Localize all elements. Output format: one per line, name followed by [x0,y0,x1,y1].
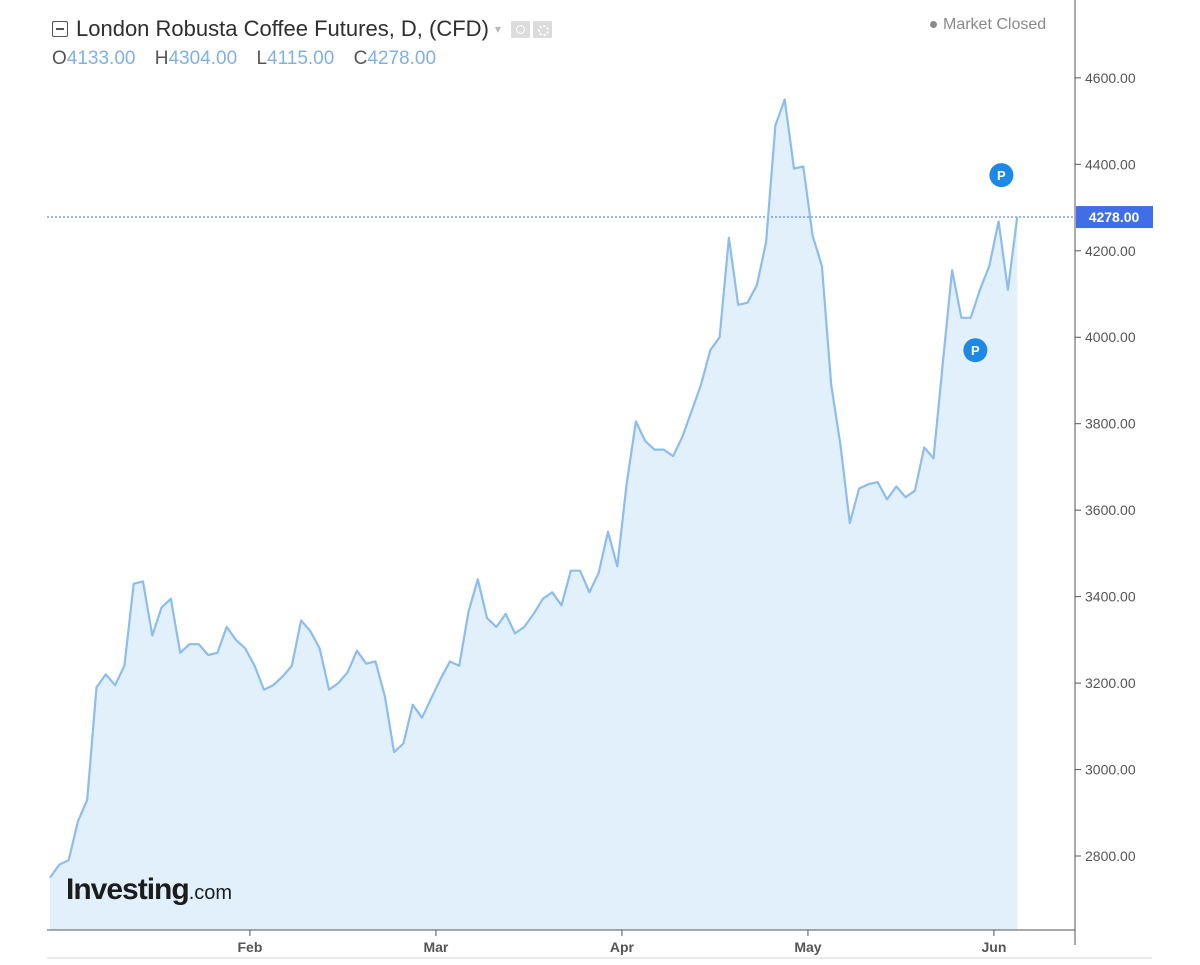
gear-icon[interactable] [532,20,552,38]
x-tick-label-3: May [794,939,821,955]
y-tick-label-5: 3800.00 [1085,416,1136,432]
marker-label-0: P [997,168,1006,183]
logo-main: Investing [66,873,190,906]
area-fill [50,99,1018,930]
marker-0 [989,163,1014,188]
last-price-label: 4278.00 [1089,209,1140,225]
marker-1 [963,338,988,363]
y-tick-label-0: 2800.00 [1085,848,1136,864]
close-key: C [353,48,368,69]
ohlc-values: O4133.00 H4304.00 L4115.00 C4278.00 [52,48,450,70]
legend-header: London Robusta Coffee Futures, D, (CFD) … [52,14,555,44]
last-price-badge [1076,206,1153,229]
y-tick-label-2: 3200.00 [1085,675,1136,691]
high-value: 4304.00 [168,48,238,69]
plot-layer: PP [47,98,1075,930]
open-key: O [52,48,67,69]
x-tick-label-4: Jun [982,939,1007,955]
eye-icon[interactable] [510,20,530,38]
y-tick-label-1: 3000.00 [1085,762,1136,778]
instrument-title: London Robusta Coffee Futures, D, (CFD) [76,16,489,41]
market-status: Market Closed [930,16,1046,34]
collapse-icon[interactable] [52,21,68,37]
y-tick-label-9: 4600.00 [1085,70,1136,86]
open-value: 4133.00 [66,48,136,69]
close-value: 4278.00 [367,48,437,69]
marker-label-1: P [971,343,980,358]
y-tick-label-3: 3400.00 [1085,589,1136,605]
x-tick-label-1: Mar [423,939,448,955]
y-tick-label-4: 3600.00 [1085,502,1136,518]
low-key: L [256,48,268,69]
high-key: H [154,48,169,69]
price-line [49,98,1019,879]
low-value: 4115.00 [267,48,335,69]
status-dot-icon [930,21,937,29]
market-status-text: Market Closed [943,16,1047,33]
logo-sub: .com [188,882,233,904]
y-tick-label-6: 4000.00 [1085,329,1136,345]
chevron-down-icon[interactable]: ▾ [494,22,501,36]
y-tick-label-8: 4400.00 [1085,156,1136,172]
x-tick-label-2: Apr [610,939,635,955]
investing-logo: Investing.com [66,873,232,907]
y-tick-label-7: 4200.00 [1085,243,1136,259]
x-tick-label-0: Feb [238,939,263,955]
axes-layer: 2800.00 3000.00 3200.00 3400.00 3600.00 3800.… [47,0,1153,959]
